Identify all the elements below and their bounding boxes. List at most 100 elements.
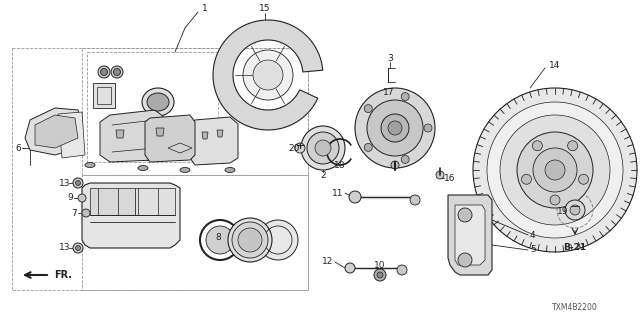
Text: 1: 1 [202,4,208,12]
Circle shape [76,245,81,251]
Text: 4: 4 [530,230,536,239]
Circle shape [381,114,409,142]
Polygon shape [35,115,78,148]
Text: 12: 12 [322,258,333,267]
Circle shape [436,171,444,179]
Circle shape [388,121,402,135]
Circle shape [73,178,83,188]
Circle shape [166,128,186,148]
Text: 9: 9 [67,194,73,203]
Circle shape [113,68,120,76]
Text: 3: 3 [387,53,393,62]
Polygon shape [90,188,135,215]
Text: 16: 16 [444,173,456,182]
Circle shape [111,66,123,78]
Text: 18: 18 [334,161,346,170]
Circle shape [458,208,472,222]
Circle shape [364,143,372,151]
Circle shape [355,88,435,168]
Circle shape [410,195,420,205]
Circle shape [579,174,589,184]
Polygon shape [135,188,175,215]
Text: 15: 15 [259,4,271,12]
Text: 5: 5 [530,245,536,254]
Circle shape [295,143,305,153]
Ellipse shape [138,165,148,171]
Polygon shape [217,130,223,137]
Circle shape [570,205,580,215]
Text: 2: 2 [320,171,326,180]
Circle shape [349,191,361,203]
Circle shape [568,141,578,151]
Text: 20: 20 [289,143,300,153]
Circle shape [401,156,409,164]
Ellipse shape [180,167,190,172]
Circle shape [550,195,560,205]
Circle shape [401,92,409,100]
Polygon shape [25,108,82,155]
Text: 8: 8 [215,234,221,243]
Circle shape [307,132,339,164]
Polygon shape [100,110,165,162]
Text: 13: 13 [60,179,71,188]
Polygon shape [190,117,238,165]
Circle shape [73,243,83,253]
Circle shape [315,140,331,156]
Text: TXM4B2200: TXM4B2200 [552,303,598,313]
Circle shape [473,88,637,252]
Polygon shape [145,115,195,162]
Text: 10: 10 [374,260,386,269]
Circle shape [487,102,623,238]
Circle shape [98,66,110,78]
Text: 6: 6 [15,143,21,153]
Circle shape [78,194,86,202]
Polygon shape [58,112,85,158]
Circle shape [374,269,386,281]
Polygon shape [213,20,323,130]
Circle shape [533,148,577,192]
Circle shape [301,126,345,170]
Circle shape [170,132,182,144]
Circle shape [100,68,108,76]
Circle shape [424,124,432,132]
Circle shape [243,50,293,100]
Text: 19: 19 [557,207,568,217]
Text: 13: 13 [60,244,71,252]
Circle shape [565,200,585,220]
Ellipse shape [142,88,174,116]
Polygon shape [156,128,164,136]
Circle shape [397,265,407,275]
Circle shape [517,132,593,208]
Circle shape [500,115,610,225]
Polygon shape [93,83,115,108]
Circle shape [228,218,272,262]
Text: 17: 17 [383,87,395,97]
Polygon shape [168,143,192,153]
Circle shape [458,253,472,267]
Circle shape [206,226,234,254]
Circle shape [532,141,542,151]
Text: FR.: FR. [54,270,72,280]
Polygon shape [448,195,492,275]
Circle shape [367,100,423,156]
Polygon shape [202,132,208,139]
Circle shape [364,105,372,113]
Circle shape [345,263,355,273]
Ellipse shape [147,93,169,111]
Circle shape [253,60,283,90]
Ellipse shape [225,167,235,172]
Circle shape [232,222,268,258]
Circle shape [391,161,399,169]
Circle shape [377,272,383,278]
Text: B-21: B-21 [563,244,587,252]
Circle shape [258,220,298,260]
Ellipse shape [85,163,95,167]
Polygon shape [455,205,485,265]
Circle shape [545,160,565,180]
Text: 14: 14 [549,60,561,69]
Text: 11: 11 [332,188,343,197]
Text: 7: 7 [71,209,77,218]
Polygon shape [82,183,180,248]
Circle shape [82,209,90,217]
Polygon shape [116,130,124,138]
